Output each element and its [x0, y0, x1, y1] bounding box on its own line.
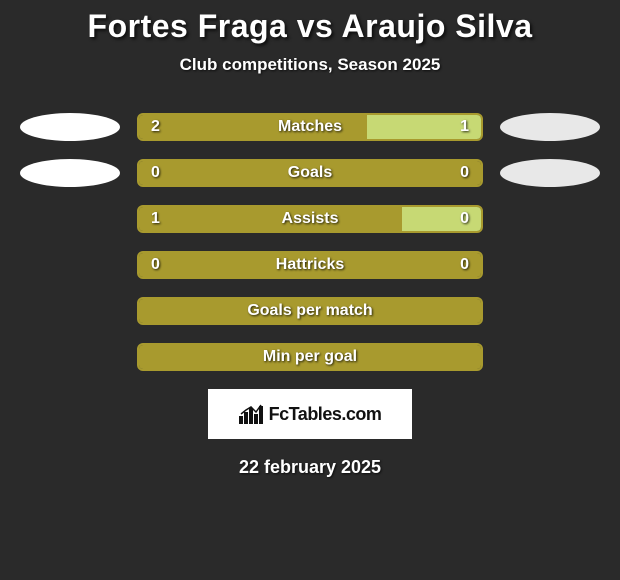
date-text: 22 february 2025 — [0, 457, 620, 478]
bar-track: Min per goal — [137, 343, 483, 371]
bar-track: Hattricks 0 0 — [137, 251, 483, 279]
fctables-logo-icon — [239, 404, 263, 424]
comparison-area: Matches21Goals00Assists10Hattricks00Goal… — [0, 113, 620, 371]
stat-row: Goals 0 0 — [10, 159, 610, 187]
stat-value-left: 0 — [151, 256, 160, 274]
stat-value-right: 0 — [460, 256, 469, 274]
bar-track: Goals 0 0 — [137, 159, 483, 187]
stat-label: Goals per match — [247, 302, 372, 320]
stat-label: Hattricks — [276, 256, 344, 274]
logo-box: FcTables.com — [208, 389, 412, 439]
page-title: Fortes Fraga vs Araujo Silva — [0, 8, 620, 45]
stat-value-right: 0 — [460, 210, 469, 228]
player-left-avatar — [20, 159, 120, 187]
bar-track: Matches 2 1 — [137, 113, 483, 141]
stat-value-right: 1 — [460, 118, 469, 136]
stat-row: Assists 1 0 — [10, 205, 610, 233]
stat-value-left: 1 — [151, 210, 160, 228]
bar-track: Goals per match — [137, 297, 483, 325]
subtitle: Club competitions, Season 2025 — [0, 55, 620, 75]
bar-track: Assists 1 0 — [137, 205, 483, 233]
player-right-avatar — [500, 159, 600, 187]
player-left-avatar — [20, 113, 120, 141]
stat-label: Assists — [282, 210, 339, 228]
stat-row: Matches 2 1 — [10, 113, 610, 141]
bar-left-fill — [139, 207, 402, 231]
infographic-container: Fortes Fraga vs Araujo Silva Club compet… — [0, 0, 620, 478]
stat-row: Hattricks 0 0 — [10, 251, 610, 279]
bar-right-fill — [402, 207, 481, 231]
stat-row: Goals per match — [10, 297, 610, 325]
logo-text: FcTables.com — [269, 404, 382, 425]
stat-value-left: 2 — [151, 118, 160, 136]
stat-label: Matches — [278, 118, 342, 136]
stat-label: Goals — [288, 164, 332, 182]
player-right-avatar — [500, 113, 600, 141]
stat-value-left: 0 — [151, 164, 160, 182]
stat-label: Min per goal — [263, 348, 357, 366]
stat-value-right: 0 — [460, 164, 469, 182]
stat-row: Min per goal — [10, 343, 610, 371]
